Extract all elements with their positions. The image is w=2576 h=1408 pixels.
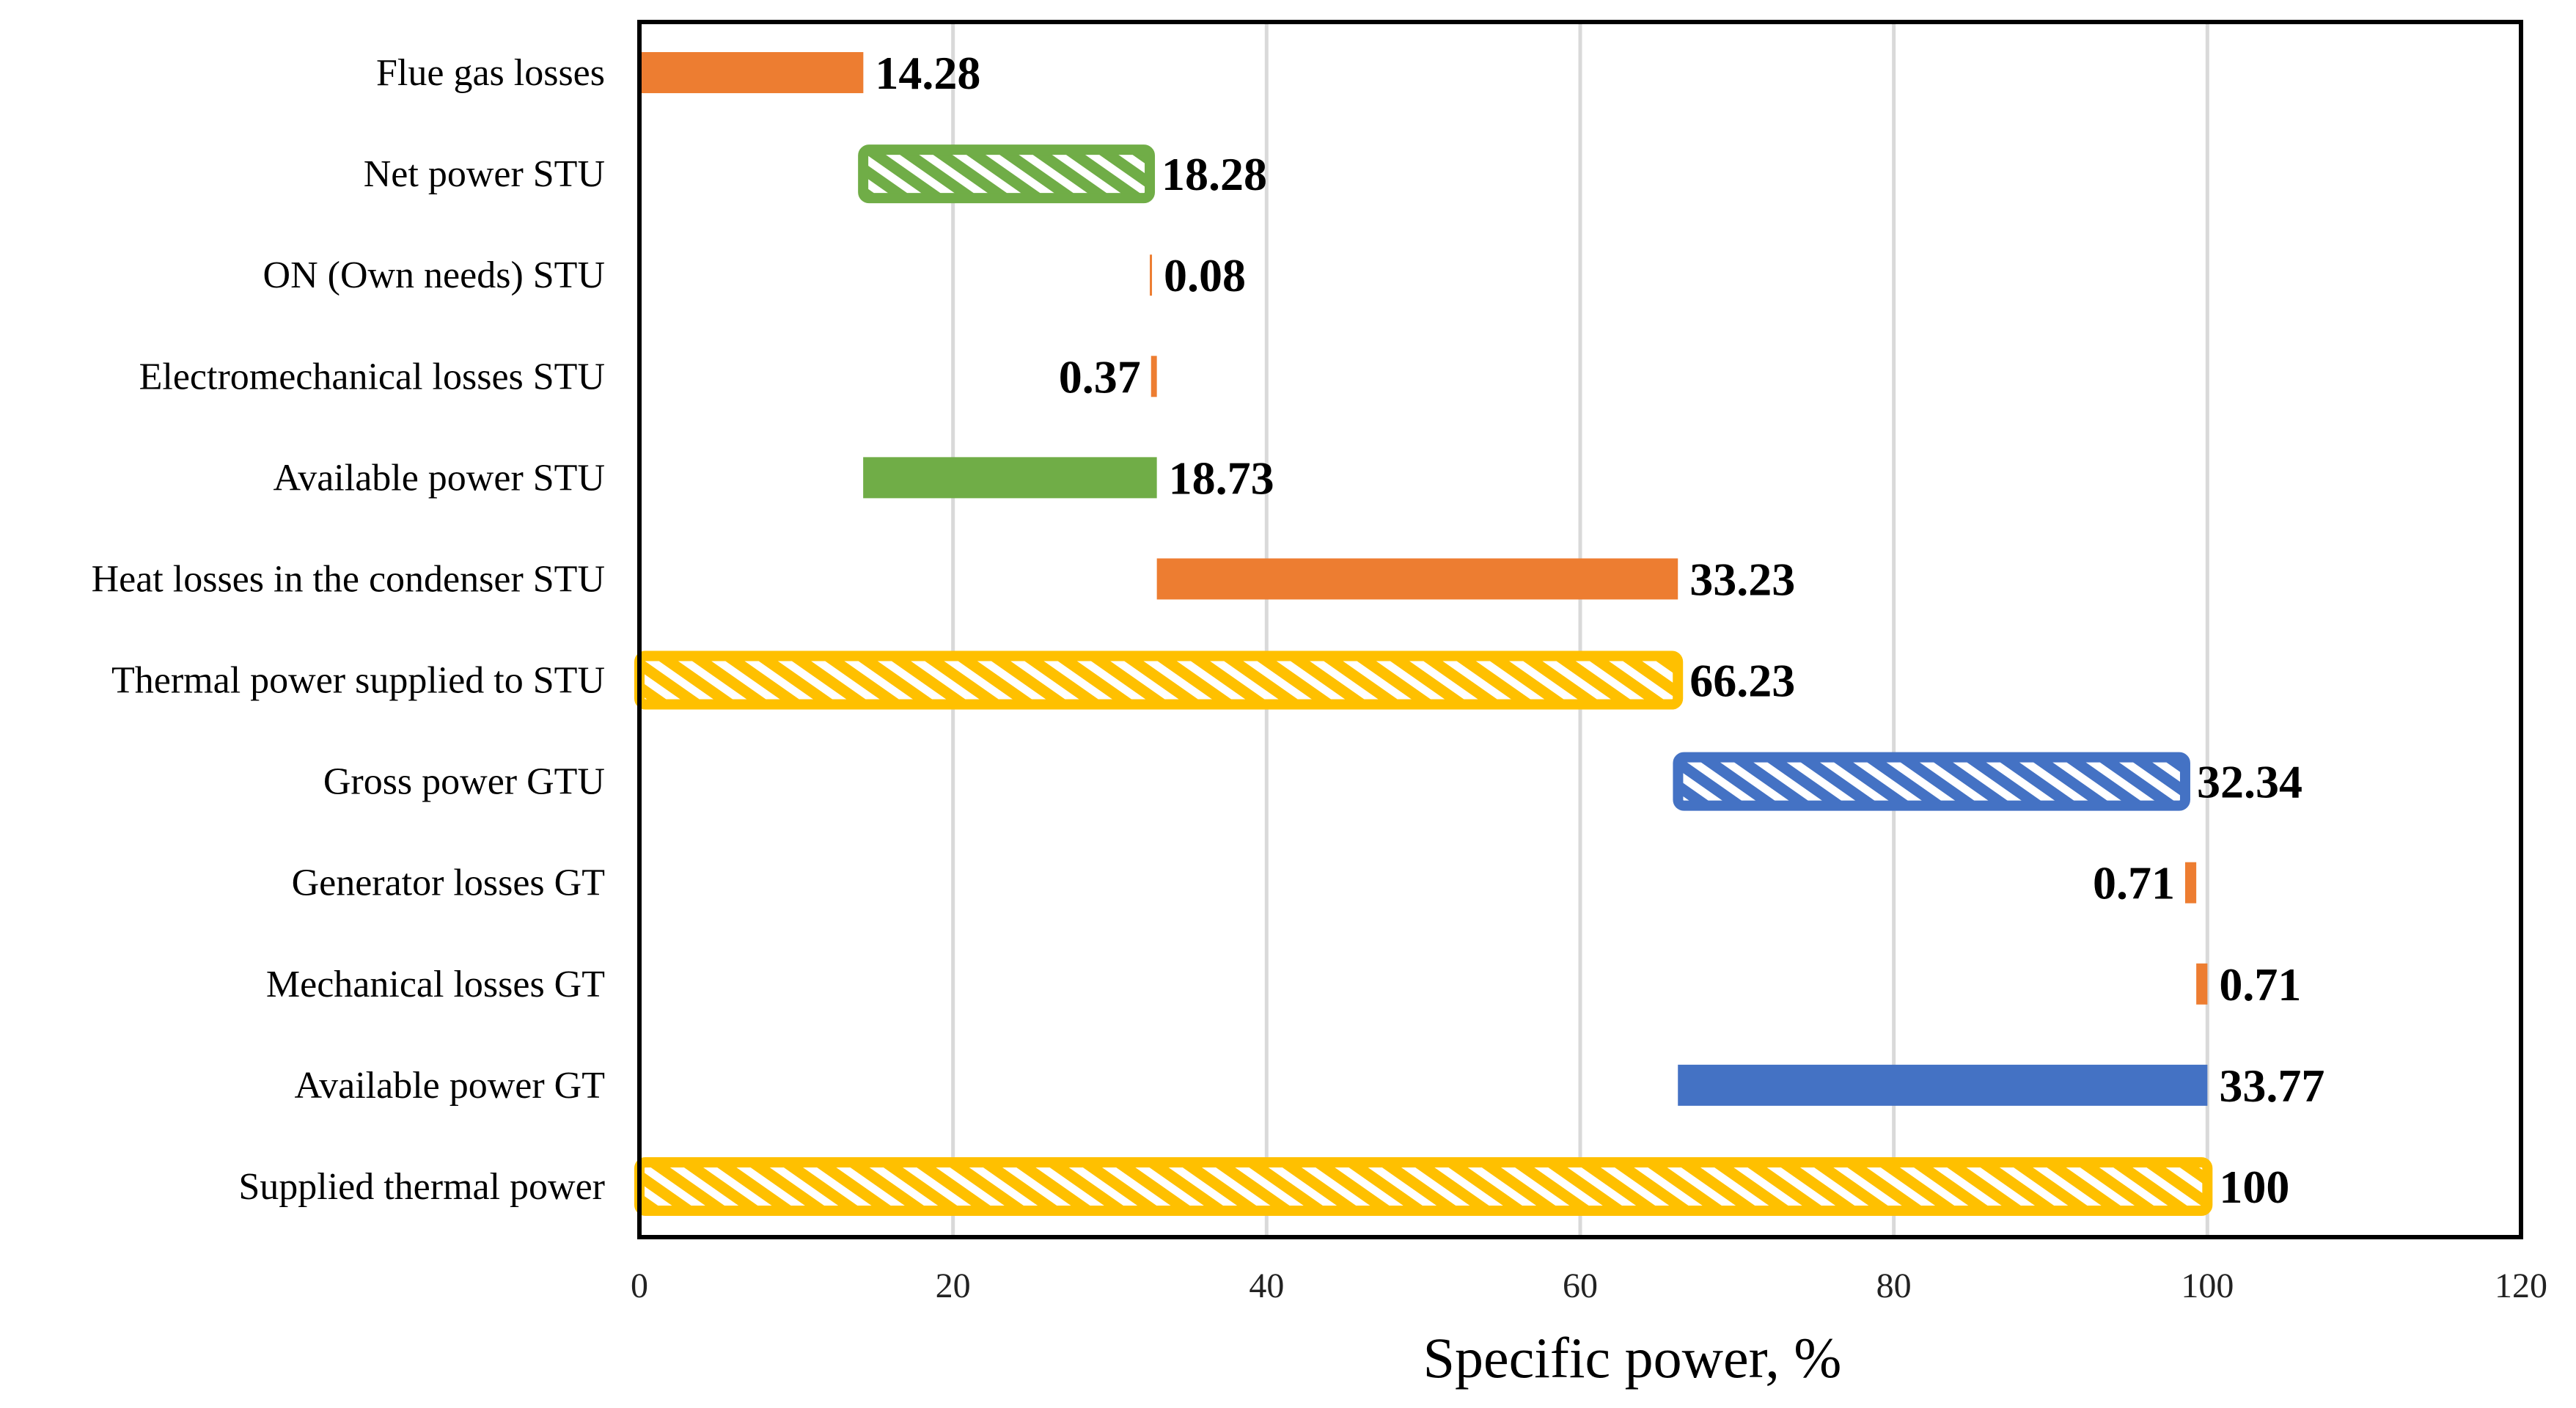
category-label: Flue gas losses xyxy=(376,52,605,94)
bar xyxy=(1151,356,1157,397)
bar xyxy=(858,144,1156,204)
bar xyxy=(2184,862,2197,903)
value-label: 32.34 xyxy=(2197,756,2302,808)
bar xyxy=(634,650,1684,710)
category-label: Available power STU xyxy=(274,457,605,499)
category-label: ON (Own needs) STU xyxy=(263,254,605,296)
category-label: Electromechanical losses STU xyxy=(139,356,605,397)
bar xyxy=(1678,1064,2208,1106)
bar xyxy=(639,52,864,94)
bar xyxy=(1156,558,1678,600)
category-label: Generator losses GT xyxy=(292,862,605,904)
plot-area-border xyxy=(637,20,2523,1239)
category-label: Mechanical losses GT xyxy=(266,964,605,1005)
x-axis-ticks: 0 20 40 60 80 100 120 xyxy=(631,1266,2547,1305)
category-label: Gross power GTU xyxy=(323,761,605,803)
category-label: Heat losses in the condenser STU xyxy=(92,558,605,600)
x-tick-label: 60 xyxy=(1563,1266,1598,1305)
value-label: 33.23 xyxy=(1689,553,1795,605)
bar xyxy=(2196,963,2208,1005)
value-label: 0.71 xyxy=(2093,857,2175,909)
x-tick-label: 80 xyxy=(1876,1266,1912,1305)
bar xyxy=(1673,752,2190,811)
x-tick-label: 0 xyxy=(631,1266,648,1305)
x-tick-label: 20 xyxy=(936,1266,971,1305)
gridlines xyxy=(951,22,2209,1237)
x-tick-label: 40 xyxy=(1249,1266,1284,1305)
category-labels: Supplied thermal power Available power GT… xyxy=(92,52,605,1208)
category-label: Available power GT xyxy=(294,1065,605,1107)
value-label: 18.28 xyxy=(1162,148,1267,200)
value-labels: 100 33.77 0.71 0.71 32.34 66.23 33.23 18.73 0.37… xyxy=(875,47,2324,1213)
bars xyxy=(634,52,2213,1216)
x-tick-label: 120 xyxy=(2495,1266,2547,1305)
value-label: 100 xyxy=(2219,1161,2289,1213)
value-label: 0.37 xyxy=(1059,351,1141,403)
value-label: 0.71 xyxy=(2219,958,2301,1011)
category-label: Thermal power supplied to STU xyxy=(111,660,605,702)
category-label: Supplied thermal power xyxy=(238,1166,605,1208)
bar xyxy=(1150,254,1153,296)
value-label: 14.28 xyxy=(875,47,980,99)
bar xyxy=(863,457,1157,499)
value-label: 66.23 xyxy=(1689,655,1795,707)
value-label: 18.73 xyxy=(1169,452,1274,504)
x-axis-title: Specific power, % xyxy=(1423,1326,1842,1390)
value-label: 33.77 xyxy=(2219,1060,2324,1112)
bar xyxy=(634,1156,2213,1216)
value-label: 0.08 xyxy=(1164,249,1246,301)
x-tick-label: 100 xyxy=(2181,1266,2234,1305)
category-label: Net power STU xyxy=(364,153,605,195)
